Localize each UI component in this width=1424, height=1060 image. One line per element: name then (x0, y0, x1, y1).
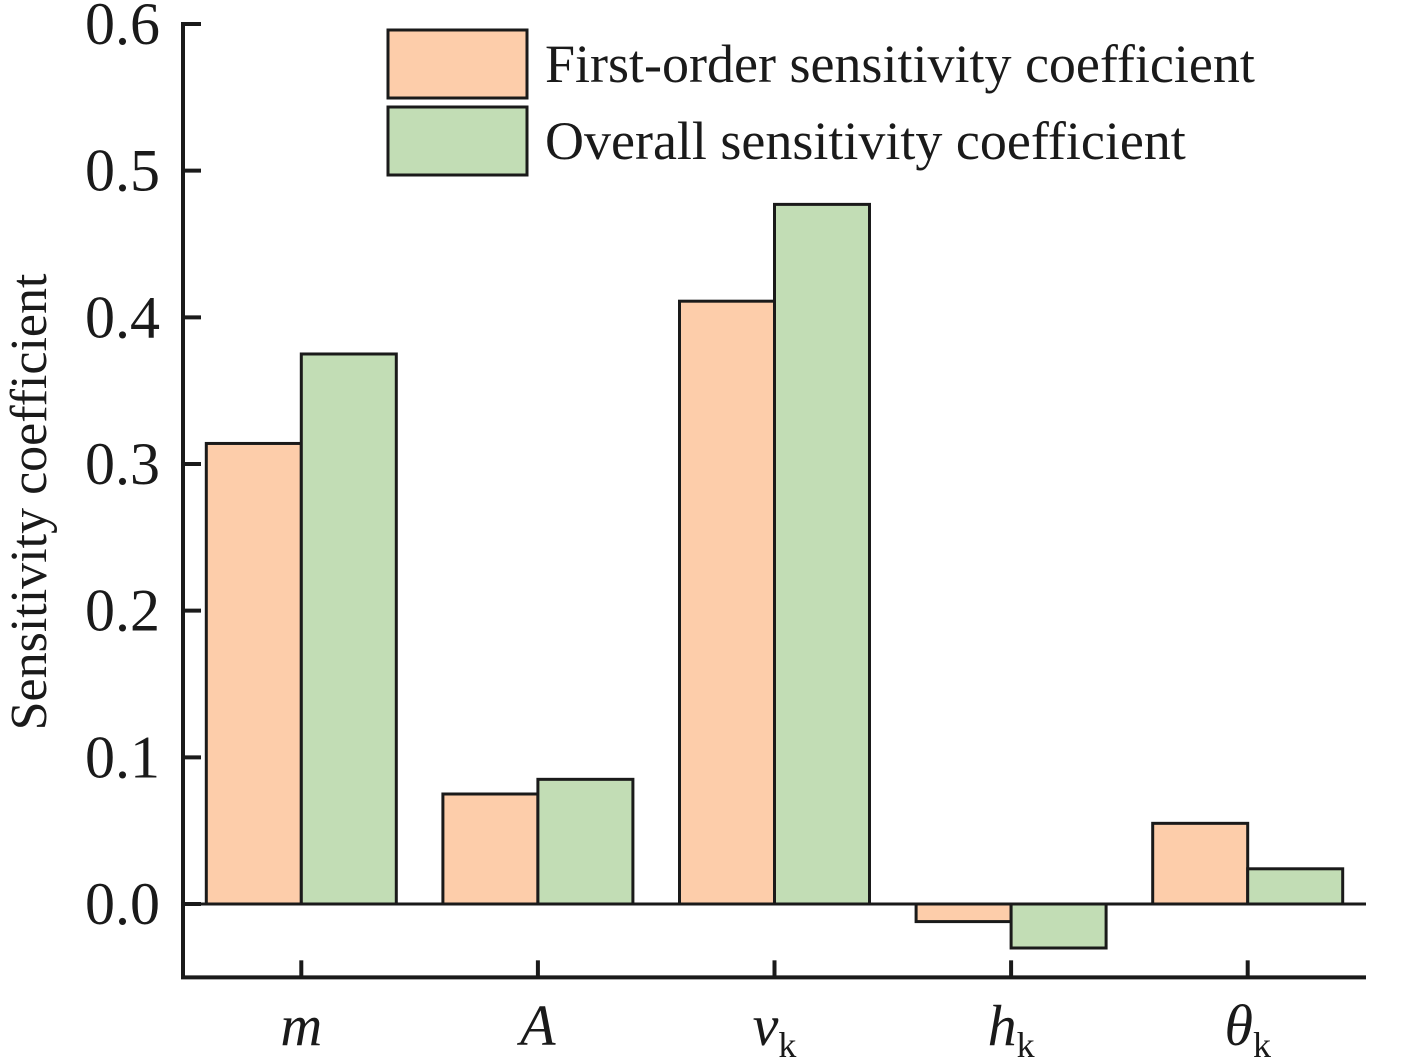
bar-overall-2 (773, 202, 871, 906)
x-tick-label: m (280, 993, 322, 1058)
x-tick-label: A (516, 993, 556, 1058)
bar-first-order-4 (1151, 821, 1250, 906)
bar-first-order-3 (914, 902, 1013, 924)
y-tick-label: 0.5 (85, 138, 160, 204)
bar-overall-4 (1246, 867, 1345, 906)
legend-label-1: Overall sensitivity coefficient (545, 111, 1186, 171)
bar-first-order-2 (678, 299, 776, 906)
x-tick-label: vk (753, 993, 797, 1060)
y-tick-label: 0.0 (85, 871, 160, 937)
legend-label-0: First-order sensitivity coefficient (545, 34, 1255, 94)
legend-swatch-0 (386, 28, 529, 100)
bar-overall-1 (536, 777, 635, 906)
y-tick-label: 0.6 (85, 0, 160, 57)
y-tick-label: 0.4 (85, 284, 160, 350)
legend-swatch-1 (386, 105, 529, 177)
x-tick-label: hk (988, 993, 1035, 1060)
legend: First-order sensitivity coefficient Overa… (386, 28, 1255, 177)
bars-layer (204, 202, 1345, 950)
y-tick-label: 0.3 (85, 431, 160, 497)
bar-first-order-1 (441, 792, 540, 906)
x-tick-label: θk (1224, 993, 1271, 1060)
bar-overall-3 (1009, 902, 1108, 950)
bar-first-order-0 (204, 441, 303, 906)
y-tick-label: 0.1 (85, 724, 160, 790)
y-axis-label: Sensitivity coefficient (1, 273, 58, 730)
y-tick-label: 0.2 (85, 578, 160, 644)
bar-overall-0 (299, 352, 398, 906)
